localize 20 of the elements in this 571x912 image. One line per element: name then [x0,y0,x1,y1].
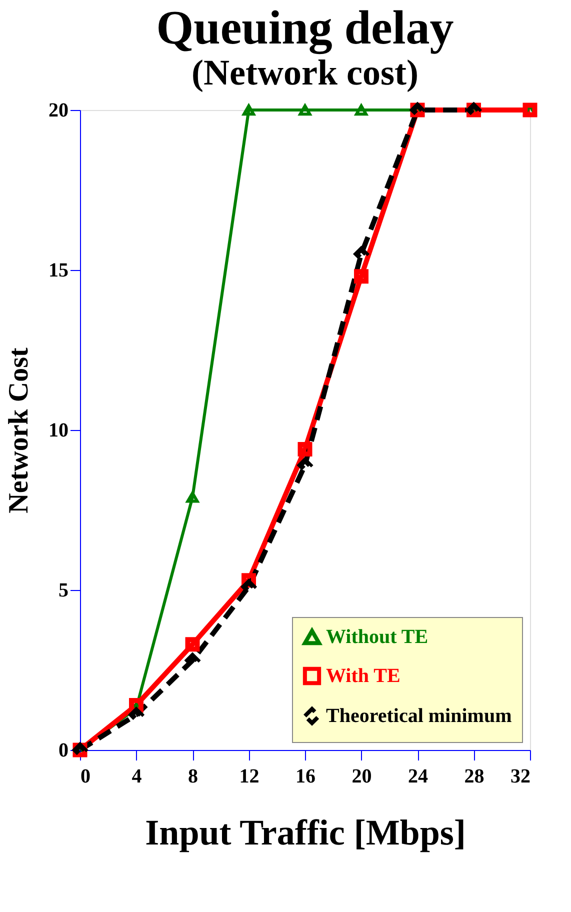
x-axis-title: Input Traffic [Mbps] [145,812,466,852]
y-tick-label: 0 [58,740,68,762]
legend-label: With TE [326,665,400,687]
x-tick-label: 12 [239,766,260,788]
x-tick-label: 28 [464,766,484,788]
chart-title: Queuing delay [156,1,454,54]
y-tick-label: 10 [48,420,68,442]
y-tick-label: 20 [48,100,68,122]
legend-label: Without TE [326,626,428,648]
x-tick-label: 0 [80,766,90,788]
y-axis-title: Network Cost [4,347,34,514]
x-tick-label: 32 [510,766,530,788]
x-tick-label: 24 [408,766,428,788]
y-tick-label: 5 [58,580,68,602]
y-tick-label: 15 [48,260,68,282]
x-tick-label: 20 [352,766,372,788]
x-tick-label: 4 [132,766,142,788]
x-tick-label: 16 [296,766,316,788]
legend-label: Theoretical minimum [326,705,512,727]
x-tick-label: 8 [188,766,198,788]
